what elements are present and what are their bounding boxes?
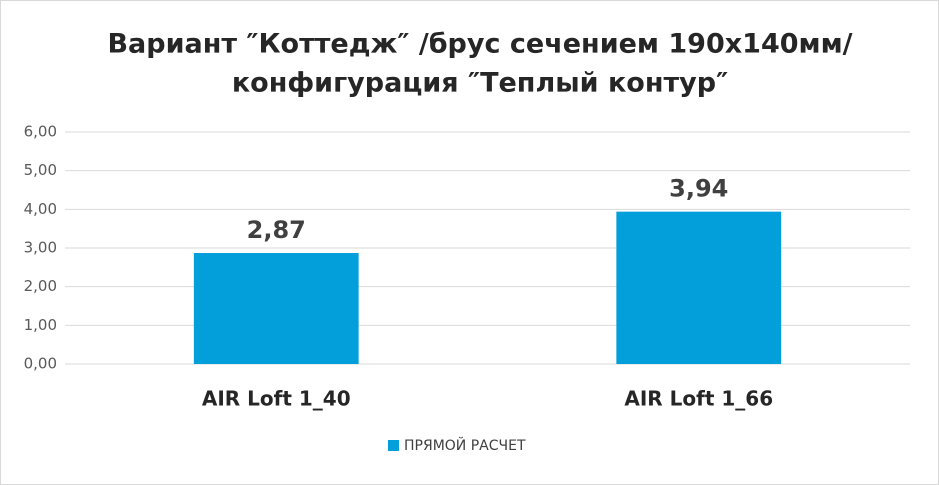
chart-title: конфигурация ″Теплый контур″ xyxy=(232,68,728,99)
x-tick-label: AIR Loft 1_66 xyxy=(624,387,773,411)
value-label: 2,87 xyxy=(247,216,306,244)
y-tick-label: 0,00 xyxy=(24,355,57,373)
y-tick-label: 5,00 xyxy=(24,161,57,179)
bar xyxy=(193,253,359,364)
y-tick-label: 4,00 xyxy=(24,200,57,218)
x-tick-label: AIR Loft 1_40 xyxy=(202,387,351,411)
legend-label: ПРЯМОЙ РАСЧЕТ xyxy=(404,436,526,454)
y-tick-label: 6,00 xyxy=(24,123,57,141)
y-tick-label: 2,00 xyxy=(24,277,57,295)
legend-swatch xyxy=(388,440,399,451)
y-tick-label: 3,00 xyxy=(24,239,57,257)
chart-title: Вариант ″Коттедж″ /брус сечением 190х140… xyxy=(107,29,852,60)
bar xyxy=(616,211,782,364)
value-label: 3,94 xyxy=(669,175,728,203)
y-tick-label: 1,00 xyxy=(24,316,57,334)
